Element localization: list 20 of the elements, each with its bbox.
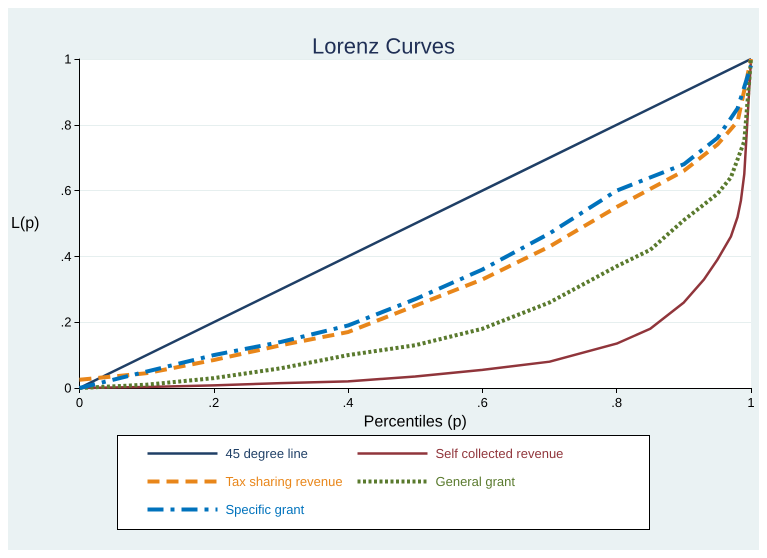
y-tick-label: 1: [64, 52, 72, 66]
text: Self collected revenue: [436, 446, 564, 461]
x-axis-title: Percentiles (p): [364, 413, 467, 430]
x-tick-label: .2: [208, 395, 220, 410]
y-tick-label: .4: [60, 248, 72, 264]
text: Specific grant: [226, 502, 305, 517]
text: 45 degree line: [226, 446, 308, 461]
x-tick-label: 0: [76, 395, 84, 410]
text: General grant: [436, 474, 516, 489]
chart-title: Lorenz Curves: [312, 34, 456, 58]
x-tick-label: .6: [476, 395, 488, 410]
y-tick-label: .2: [60, 314, 72, 330]
text: Tax sharing revenue: [226, 474, 343, 489]
y-tick-label: 0: [64, 380, 72, 396]
y-tick-label: .8: [60, 117, 72, 132]
x-tick-label: .4: [342, 395, 354, 410]
y-axis-title: L(p): [11, 215, 40, 232]
y-tick-label: .6: [60, 183, 72, 198]
x-tick-label: .8: [611, 395, 622, 410]
x-tick-label: 1: [747, 395, 755, 410]
